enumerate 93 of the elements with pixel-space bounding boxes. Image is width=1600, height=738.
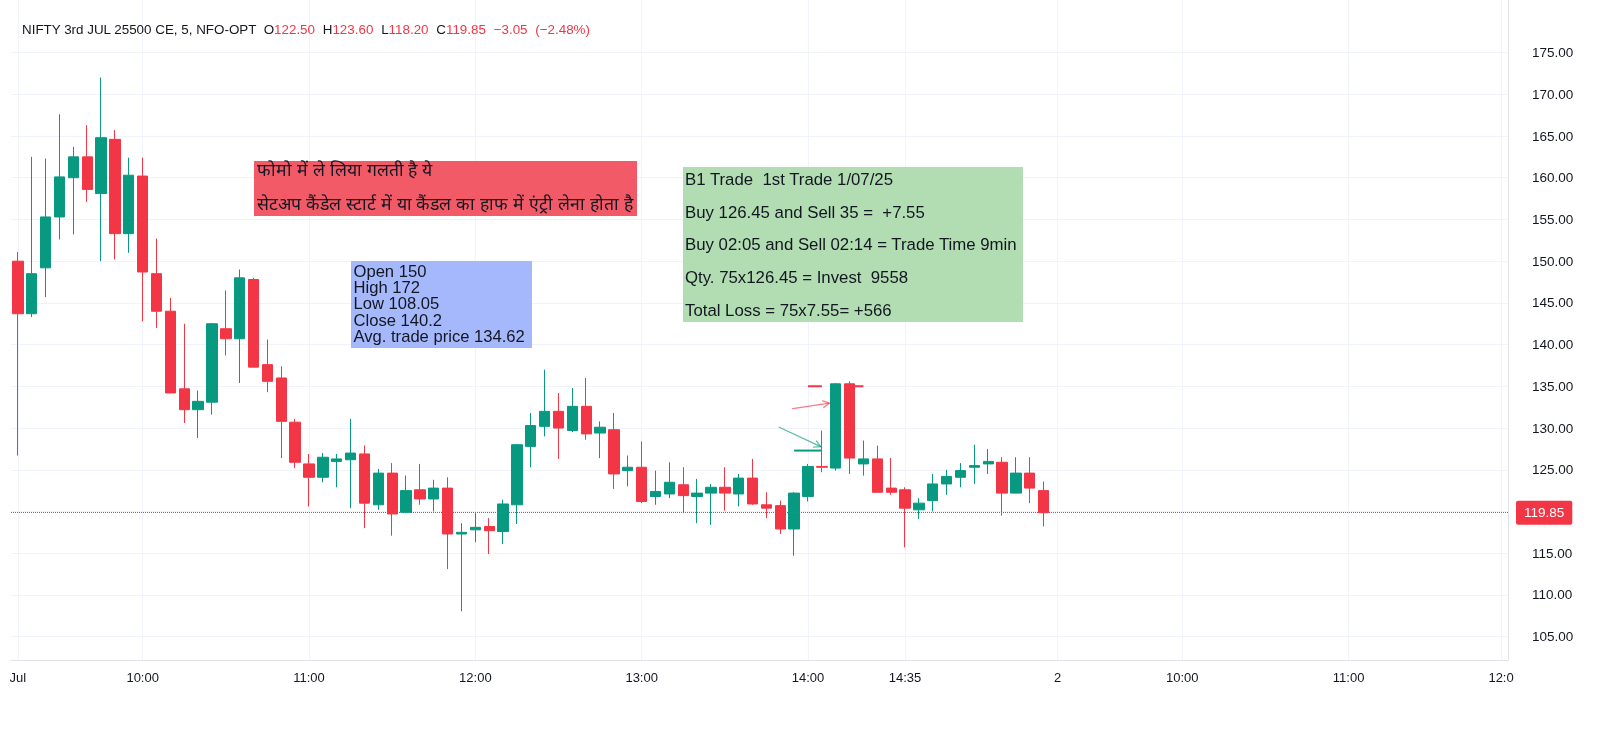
candlestick <box>192 389 204 439</box>
candlestick <box>622 455 633 487</box>
candlestick <box>691 478 703 524</box>
candlestick <box>969 444 980 485</box>
candlestick <box>941 469 952 496</box>
y-tick-label: 170.00 <box>1532 86 1574 102</box>
x-tick-label: 13:00 <box>625 670 658 685</box>
x-tick-label: 14:00 <box>791 670 825 685</box>
candlestick <box>913 497 925 520</box>
candlestick <box>26 156 37 318</box>
candlestick <box>983 448 994 475</box>
x-tick-label: 12:00 <box>459 670 492 685</box>
candlestick <box>747 458 758 506</box>
candlestick <box>82 124 93 203</box>
ref-line-label: 119.85 <box>1524 505 1565 521</box>
candlestick <box>317 452 329 483</box>
candlestick <box>179 323 190 424</box>
y-tick-label: 155.00 <box>1532 211 1574 227</box>
candlestick <box>68 146 79 235</box>
text: O122.50 H123.60 L118.20 C119.85 −3.05 (−2.48%) <box>263 22 590 37</box>
y-tick-label: 125.00 <box>1532 462 1574 478</box>
candlestick <box>137 157 148 322</box>
y-tick-label: 115.00 <box>1532 545 1573 561</box>
candlestick <box>234 269 245 384</box>
candlestick <box>581 377 592 441</box>
candlestick <box>151 238 162 329</box>
y-tick-label: 165.00 <box>1532 128 1574 144</box>
candlestick <box>553 392 564 460</box>
candlestick <box>414 463 426 506</box>
x-tick-label: 11:00 <box>1332 670 1365 685</box>
candlestick <box>276 365 287 459</box>
candlestick <box>12 251 24 457</box>
x-tick-label: 11:00 <box>293 670 325 685</box>
x-tick-label: Jul <box>9 670 27 685</box>
x-tick-label: 12:0 <box>1488 670 1514 685</box>
candlestick <box>345 418 356 509</box>
candlestick <box>262 339 273 393</box>
x-tick-label: 2 <box>1053 670 1062 685</box>
y-tick-label: 110.00 <box>1532 587 1573 603</box>
candlestick <box>123 157 134 254</box>
x-tick-label: 14:35 <box>888 670 922 685</box>
candlestick <box>872 445 883 493</box>
candlestick <box>400 475 412 514</box>
x-tick-label: 10:00 <box>1165 670 1199 685</box>
candlestick <box>109 129 121 260</box>
candlestick <box>886 457 897 496</box>
candlestick <box>816 430 828 473</box>
candlestick <box>1010 456 1022 494</box>
y-tick-label: 145.00 <box>1532 295 1574 311</box>
candlestick <box>636 440 647 504</box>
candlestick <box>567 387 578 433</box>
candlestick <box>733 473 744 507</box>
candlestick <box>40 158 51 298</box>
candlestick <box>927 473 938 512</box>
candlestick <box>484 517 495 555</box>
candlestick <box>858 440 869 477</box>
candlestick <box>664 461 675 499</box>
y-tick-label: 175.00 <box>1532 45 1574 61</box>
candlestick <box>470 512 481 543</box>
y-tick-label: 160.00 <box>1532 170 1574 186</box>
candlestick <box>456 522 467 612</box>
candlestick <box>539 369 550 437</box>
candlestick <box>95 77 107 262</box>
candlestick <box>303 453 315 507</box>
candlestick <box>705 483 717 526</box>
candlestick <box>830 382 841 472</box>
candlestick <box>802 463 814 502</box>
text: NIFTY 3rd JUL 25500 CE, 5, NFO-OPT <box>22 22 257 37</box>
candlestick <box>165 297 176 394</box>
candlestick <box>788 491 800 557</box>
candlestick <box>54 113 65 240</box>
candlestick <box>373 468 384 511</box>
x-tick-label: 10:00 <box>126 670 159 685</box>
y-tick-label: 150.00 <box>1532 253 1574 269</box>
candlestick <box>650 470 661 506</box>
candlestick <box>511 443 523 525</box>
y-tick-label: 135.00 <box>1532 378 1574 394</box>
candlestick <box>220 289 232 356</box>
candlestick <box>248 277 259 368</box>
candlestick <box>955 462 966 488</box>
candlestick <box>289 418 301 469</box>
y-tick-label: 105.00 <box>1532 629 1574 645</box>
candlestick <box>608 412 620 490</box>
candlestick <box>331 453 342 488</box>
candlestick <box>206 322 218 416</box>
candlestick <box>428 479 439 512</box>
candlestick <box>1024 456 1035 504</box>
candlestick <box>525 412 536 468</box>
y-tick-label: 130.00 <box>1532 420 1574 436</box>
candlestick <box>719 466 731 512</box>
candlestick <box>497 499 509 545</box>
y-tick-label: 140.00 <box>1532 337 1574 353</box>
candlestick <box>594 420 606 459</box>
